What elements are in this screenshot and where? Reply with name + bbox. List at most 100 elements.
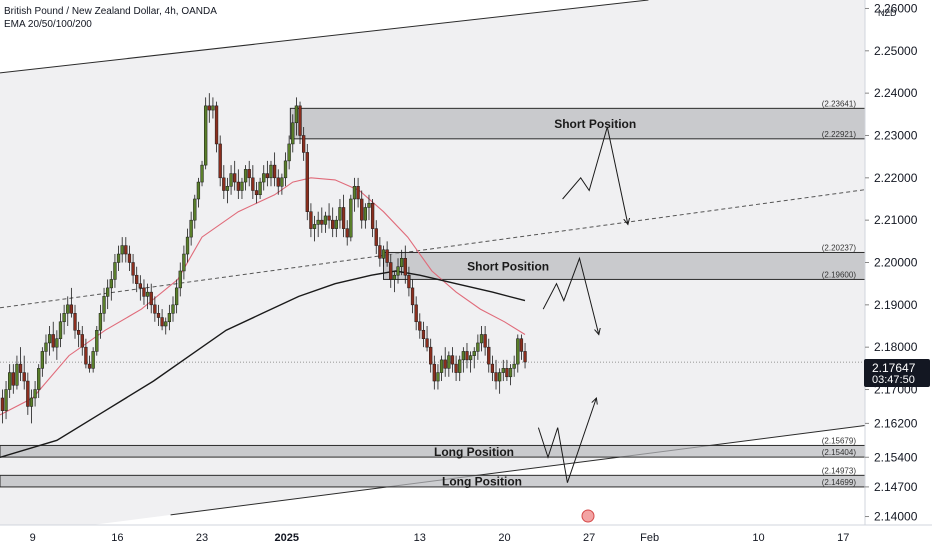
- candle-body: [11, 372, 15, 386]
- candle-body: [483, 334, 487, 348]
- candle-body: [403, 258, 407, 276]
- candles-layer: [0, 93, 527, 424]
- candle-body: [407, 274, 411, 289]
- candle-body: [214, 105, 219, 145]
- candle-body: [349, 198, 353, 238]
- candle-body: [4, 389, 8, 411]
- candle-body: [8, 372, 12, 390]
- candle-body: [240, 181, 244, 191]
- candle-body: [280, 177, 284, 187]
- candle-body: [439, 359, 444, 373]
- candle-body: [494, 372, 498, 382]
- y-tick-label: 2.15400: [874, 450, 918, 464]
- candle-body: [18, 363, 23, 373]
- zone-top-price-label: (2.14973): [822, 466, 857, 475]
- candle-body: [182, 253, 186, 272]
- y-tick-label: 2.24000: [874, 86, 918, 100]
- candle-body: [472, 351, 476, 356]
- zone-labels-layer: Short Position (2.23641) (2.22921) Short Po…: [434, 99, 856, 488]
- candle-body: [327, 215, 331, 221]
- zone-bottom-price-label: (2.19600): [822, 270, 857, 279]
- candle-body: [131, 262, 135, 276]
- candle-body: [276, 177, 280, 187]
- candle-body: [283, 160, 288, 179]
- candle-body: [367, 202, 371, 208]
- candle-body: [272, 164, 277, 179]
- candle-body: [15, 363, 19, 386]
- channel-upper-line: [0, 0, 649, 74]
- candle-body: [149, 291, 153, 306]
- candle-body: [211, 105, 215, 111]
- candle-body: [291, 122, 295, 145]
- candle-body: [196, 181, 201, 200]
- candle-body: [305, 152, 309, 212]
- candle-body: [247, 169, 251, 179]
- candle-body: [145, 291, 150, 297]
- x-tick-label: 27: [583, 532, 595, 544]
- candle-body: [360, 198, 364, 221]
- candle-body: [58, 321, 63, 339]
- candle-body: [22, 372, 26, 382]
- currency-label[interactable]: NZD: [878, 8, 897, 18]
- candle-body: [352, 186, 357, 200]
- candle-body: [381, 249, 386, 259]
- y-tick-label: 2.21000: [874, 213, 918, 227]
- x-tick-label: 20: [498, 532, 510, 544]
- candle-body: [363, 207, 368, 221]
- zone-box: [383, 251, 865, 280]
- candle-body: [254, 190, 259, 196]
- candle-body: [29, 397, 34, 407]
- candle-body: [396, 266, 400, 276]
- candle-body: [120, 245, 124, 255]
- candle-countdown: 03:47:50: [872, 374, 915, 386]
- candle-body: [258, 181, 262, 196]
- zone-label: Long Position: [434, 445, 514, 459]
- candle-body: [222, 177, 226, 191]
- candle-body: [160, 317, 164, 327]
- candle-body: [87, 363, 92, 369]
- candle-body: [294, 105, 299, 124]
- candle-body: [378, 245, 382, 259]
- candle-body: [40, 351, 44, 369]
- candle-body: [436, 372, 440, 382]
- candle-body: [389, 262, 393, 280]
- y-tick-label: 2.19000: [874, 298, 918, 312]
- candle-body: [95, 329, 99, 352]
- candle-body: [316, 219, 320, 225]
- candle-body: [269, 164, 273, 179]
- candle-body: [309, 211, 313, 229]
- candle-body: [156, 313, 161, 318]
- candle-body: [490, 363, 495, 373]
- ema-layer: [0, 177, 526, 458]
- candle-body: [98, 313, 103, 331]
- channel-mid-dashed-line: [0, 189, 865, 309]
- x-tick-label: 23: [196, 532, 208, 544]
- candle-body: [432, 363, 436, 382]
- zones-layer: [0, 107, 865, 488]
- y-tick-label: 2.16200: [874, 416, 918, 430]
- candle-body: [287, 143, 291, 162]
- candle-body: [421, 329, 426, 339]
- candle-body: [410, 287, 415, 306]
- candle-body: [189, 219, 193, 238]
- candle-body: [229, 173, 233, 187]
- candle-body: [243, 169, 248, 183]
- candle-body: [418, 321, 422, 331]
- candle-body: [124, 245, 128, 255]
- candle-body: [80, 334, 84, 348]
- candle-body: [370, 202, 375, 229]
- candle-body: [109, 279, 113, 289]
- y-tick-label: 2.14000: [874, 510, 918, 524]
- candle-body: [429, 346, 433, 365]
- candle-body: [425, 338, 429, 348]
- y-tick-label: 2.23000: [874, 128, 918, 142]
- x-tick-label: Feb: [640, 532, 659, 544]
- zone-box: [0, 474, 865, 488]
- candle-body: [497, 372, 502, 382]
- candle-body: [225, 186, 230, 191]
- zone-bottom-price-label: (2.14699): [822, 478, 857, 487]
- candle-body: [443, 359, 447, 369]
